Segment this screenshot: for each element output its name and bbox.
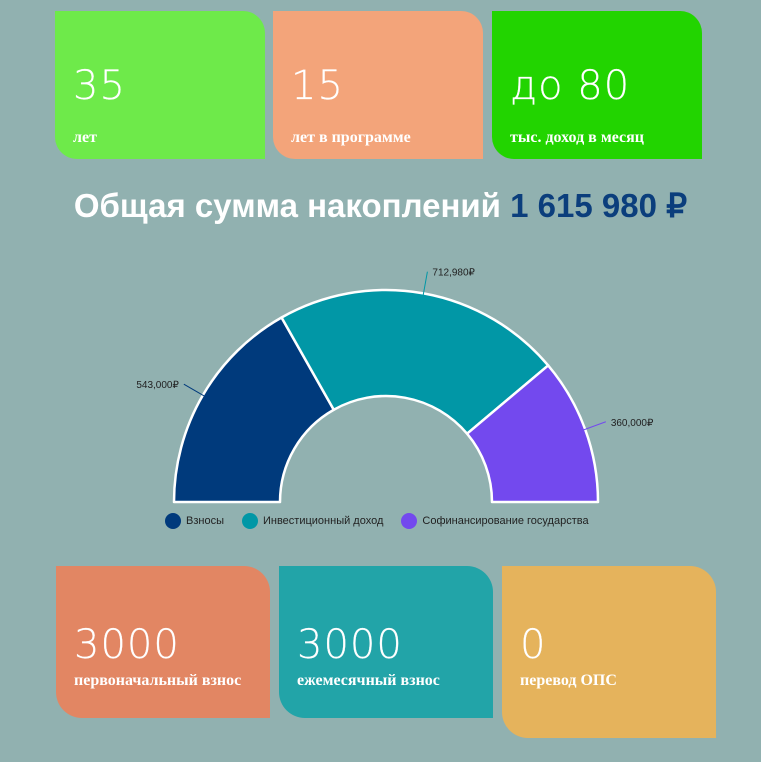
card-value: до 80	[510, 63, 631, 109]
card-label: тыс. доход в месяц	[510, 129, 644, 146]
data-label-contributions: 543,000₽	[136, 380, 179, 391]
card-ops-transfer: 0 перевод ОПС	[502, 566, 716, 738]
card-initial-contribution: 3000 первоначальный взнос	[56, 566, 270, 718]
total-savings-heading: Общая сумма накоплений 1 615 980 ₽	[0, 186, 761, 225]
card-label: лет в программе	[291, 129, 411, 146]
chart-legend: Взносы Инвестиционный доход Софинансиров…	[165, 511, 607, 531]
card-label: первоначальный взнос	[74, 672, 242, 689]
savings-donut-chart: 543,000₽ 712,980₽ 360,000₽	[136, 268, 654, 504]
data-label-state-cofinancing: 360,000₽	[611, 418, 654, 429]
leader-line	[183, 383, 205, 397]
legend-label: Взносы	[186, 515, 224, 527]
legend-dot	[241, 513, 258, 529]
legend-dot	[401, 513, 418, 529]
slice-contributions[interactable]	[172, 316, 336, 504]
card-value: 15	[291, 63, 344, 109]
legend-item-investment-income[interactable]: Инвестиционный доход	[241, 513, 384, 529]
total-savings-label: Общая сумма накоплений	[73, 187, 501, 224]
leader-line	[422, 271, 428, 296]
card-value: 3000	[297, 622, 403, 668]
card-value: 3000	[74, 622, 180, 668]
legend-item-state-cofinancing[interactable]: Софинансирование государства	[401, 513, 589, 529]
card-value: 35	[73, 63, 126, 109]
card-label: перевод ОПС	[520, 672, 617, 689]
legend-label: Софинансирование государства	[422, 515, 589, 527]
total-savings-amount: 1 615 980 ₽	[510, 187, 688, 224]
card-label: ежемесячный взнос	[297, 672, 440, 689]
card-monthly-income: до 80 тыс. доход в месяц	[492, 11, 702, 159]
card-label: лет	[73, 129, 97, 146]
card-years-in-program: 15 лет в программе	[273, 11, 483, 159]
legend-item-contributions[interactable]: Взносы	[165, 513, 224, 529]
data-label-investment-income: 712,980₽	[432, 268, 475, 279]
card-monthly-contribution: 3000 ежемесячный взнос	[279, 566, 493, 718]
leader-line	[583, 421, 606, 431]
card-age: 35 лет	[55, 11, 265, 159]
slice-investment-income[interactable]	[280, 288, 550, 435]
card-value: 0	[520, 622, 547, 668]
slice-state-cofinancing[interactable]	[465, 364, 600, 504]
legend-label: Инвестиционный доход	[262, 515, 384, 527]
legend-dot	[165, 513, 181, 529]
